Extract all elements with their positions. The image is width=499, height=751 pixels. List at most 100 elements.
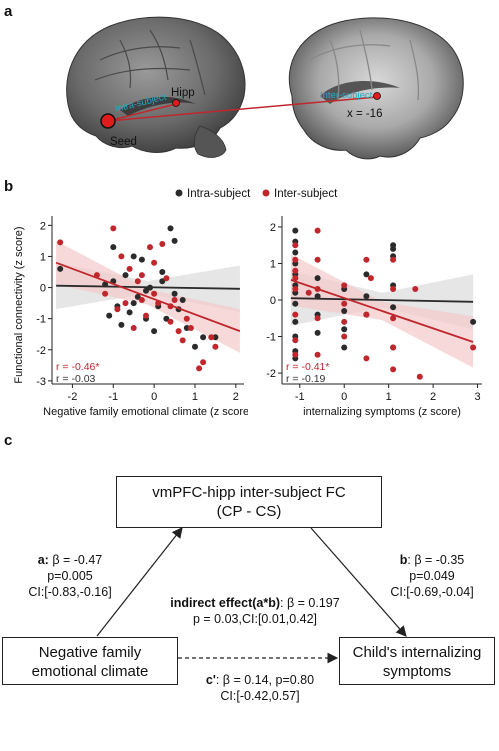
x-tick-label: 0 xyxy=(151,391,157,403)
inter-subject-point xyxy=(126,265,133,272)
inter-subject-point xyxy=(367,275,374,282)
panel-label-c: c xyxy=(4,432,13,449)
outcome-line2: symptoms xyxy=(382,663,452,680)
y-tick-label: 1 xyxy=(270,258,276,270)
y-tick-label: -1 xyxy=(36,314,46,326)
intra-fit-line xyxy=(56,284,240,290)
intra-subject-point xyxy=(167,225,174,232)
inter-subject-point xyxy=(341,333,348,340)
path-a-arrow xyxy=(96,527,183,637)
path-b-arrow xyxy=(310,527,407,637)
coord-label: x = -16 xyxy=(347,108,382,120)
right-hipp-marker xyxy=(373,92,381,100)
path-a-ci: CI:[-0.83,-0.16] xyxy=(28,585,112,599)
x-axis-title: Negative family emotional climate (z sco… xyxy=(43,406,248,418)
seed-label: Seed xyxy=(110,136,137,148)
intra-subject-point xyxy=(151,328,158,335)
intra-subject-point xyxy=(134,293,141,300)
inter-subject-point xyxy=(292,256,299,263)
intra-subject-point xyxy=(171,237,178,244)
inter-subject-point xyxy=(110,225,117,232)
inter-subject-point xyxy=(314,256,321,263)
intra-subject-point xyxy=(130,300,137,307)
inter-subject-point xyxy=(341,318,348,325)
r-inter-label: r = -0.41* xyxy=(286,361,329,373)
intra-subject-point xyxy=(363,293,370,300)
inter-subject-point xyxy=(390,256,397,263)
inter-fit-line xyxy=(290,279,474,343)
inter-subject-point xyxy=(138,272,145,279)
inter-fit-line xyxy=(55,261,241,332)
inter-subject-point xyxy=(390,366,397,373)
intra-subject-point xyxy=(363,271,370,278)
inter-subject-point xyxy=(292,337,299,344)
inter-subject-point xyxy=(292,242,299,249)
outcome-line1: Child's internalizing xyxy=(352,644,482,661)
intra-subject-point xyxy=(171,290,178,297)
panel-label-a: a xyxy=(4,3,13,20)
intra-subject-connection-line xyxy=(107,103,177,122)
intra-subject-point xyxy=(341,326,348,333)
intra-subject-point xyxy=(163,315,170,322)
inter-subject-point xyxy=(314,227,321,234)
path-a-p: p=0.005 xyxy=(47,569,93,583)
inter-subject-point xyxy=(412,286,419,292)
intra-subject-point xyxy=(292,318,299,325)
inter-subject-point xyxy=(292,311,299,318)
y-axis-title-container: Functional connectivity (z score) xyxy=(13,226,25,383)
inter-subject-point xyxy=(208,334,215,341)
inter-subject-point xyxy=(314,351,321,358)
r-intra-label: r = -0.19 xyxy=(286,373,326,385)
inter-subject-point xyxy=(314,315,321,322)
inter-subject-point xyxy=(122,300,129,307)
inter-subject-point xyxy=(292,275,299,282)
intra-subject-point xyxy=(314,329,321,336)
intra-subject-point xyxy=(390,304,397,311)
mediator-line2: (CP - CS) xyxy=(216,503,282,520)
predictor-box: Negative family emotional climate xyxy=(2,637,178,685)
inter-subject-point xyxy=(187,325,194,331)
y-tick-label: -1 xyxy=(266,332,276,344)
intra-subject-point xyxy=(126,309,133,316)
panel-a-brain-figure: Intra-subject Hipp Seed Inter-subject x … xyxy=(66,16,464,160)
mediator-box: vmPFC-hipp inter-subject FC (CP - CS) xyxy=(116,476,382,528)
inter-subject-point xyxy=(341,282,348,289)
intra-subject-point xyxy=(130,253,137,260)
inter-subject-point xyxy=(167,318,174,325)
inter-subject-point xyxy=(130,325,137,331)
outcome-box: Child's internalizing symptoms xyxy=(339,637,495,685)
path-c-ci: CI:[-0.42,0.57] xyxy=(220,689,300,703)
scatter-chart-left: -3 -2 -1 0 1 2 -2 -1 0 1 2 r = -0.46*r = -0.03 Negat… xyxy=(36,216,248,418)
path-b-stats: b: β = -0.35 p=0.049 CI:[-0.69,-0.04] xyxy=(372,552,492,600)
seed-marker xyxy=(100,113,116,129)
inter-subject-point xyxy=(159,241,166,247)
inter-subject-point xyxy=(470,344,477,351)
intra-subject-point xyxy=(106,312,113,319)
inter-subject-point xyxy=(341,300,348,307)
inter-subject-point xyxy=(196,365,203,372)
intra-fit-line xyxy=(290,297,474,303)
inter-subject-point xyxy=(363,256,370,263)
intra-subject-point xyxy=(292,249,299,256)
y-axis-title: Functional connectivity (z score) xyxy=(13,226,25,383)
y-tick-label: -2 xyxy=(36,345,46,357)
intra-subject-point xyxy=(183,325,190,331)
x-tick-label: 0 xyxy=(341,391,347,403)
path-b-beta: : β = -0.35 xyxy=(407,553,465,567)
left-brain-surface xyxy=(66,16,246,158)
intra-subject-point xyxy=(470,318,477,325)
intra-subject-point xyxy=(212,334,219,341)
path-c-beta: : β = 0.14, p=0.80 xyxy=(215,673,315,687)
inter-subject-point xyxy=(143,312,149,319)
hipp-label: Hipp xyxy=(171,87,195,99)
y-tick-label: 1 xyxy=(40,251,46,263)
inter-subject-point xyxy=(151,290,158,297)
path-a-stats: a: β = -0.47 p=0.005 CI:[-0.83,-0.16] xyxy=(10,552,130,600)
x-tick-label: 1 xyxy=(386,391,392,403)
inter-subject-label: Inter-subject xyxy=(320,90,373,101)
legend-intra-marker xyxy=(175,189,183,197)
intra-subject-point xyxy=(57,265,64,272)
inter-subject-point xyxy=(363,311,370,318)
inter-subject-point xyxy=(305,289,312,296)
legend-inter-label: Inter-subject xyxy=(274,188,338,200)
